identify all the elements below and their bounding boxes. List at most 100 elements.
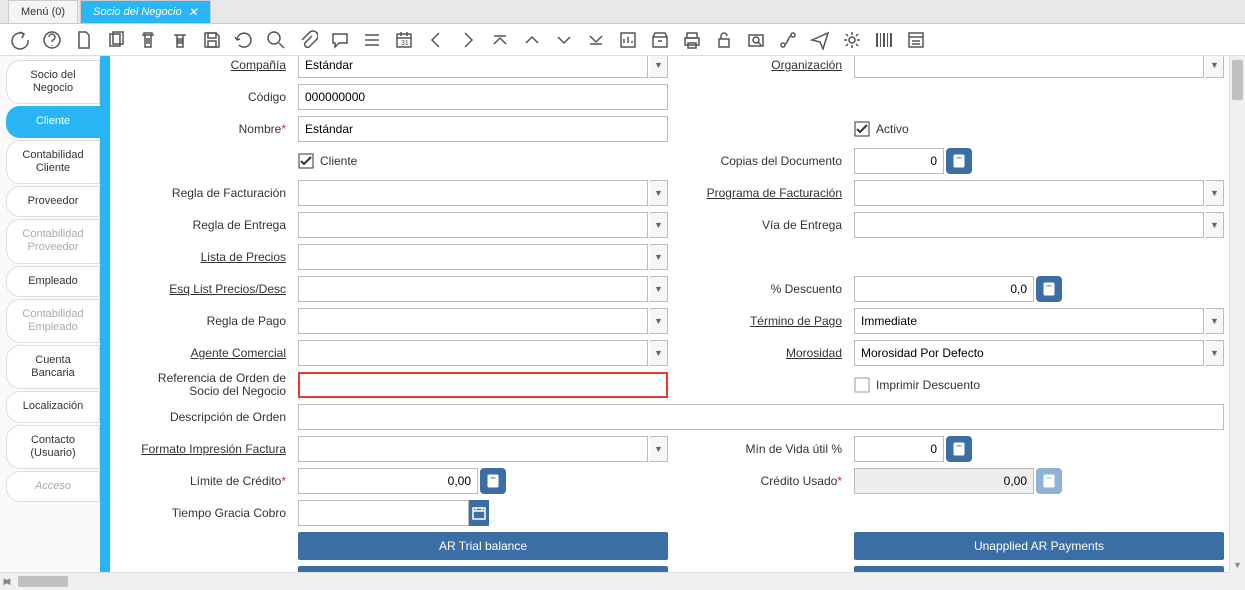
chevron-down-icon[interactable]: ▼ bbox=[650, 436, 668, 462]
sidebar-item-contacto[interactable]: Contacto (Usuario) bbox=[6, 425, 100, 469]
down-icon[interactable] bbox=[554, 30, 574, 50]
esq-precios-field[interactable] bbox=[298, 276, 648, 302]
svg-text:31: 31 bbox=[401, 40, 409, 47]
sidebar-item-localizacion[interactable]: Localización bbox=[6, 391, 100, 422]
chevron-down-icon[interactable]: ▼ bbox=[650, 244, 668, 270]
zoom-icon[interactable] bbox=[746, 30, 766, 50]
chevron-down-icon[interactable]: ▼ bbox=[650, 340, 668, 366]
termino-pago-field[interactable] bbox=[854, 308, 1204, 334]
label-termino-pago: Término de Pago bbox=[676, 314, 846, 328]
chevron-down-icon[interactable]: ▼ bbox=[1206, 212, 1224, 238]
lista-precios-field[interactable] bbox=[298, 244, 648, 270]
grid-icon[interactable] bbox=[362, 30, 382, 50]
imprimir-desc-checkbox[interactable]: Imprimir Descuento bbox=[854, 377, 1224, 393]
up-icon[interactable] bbox=[522, 30, 542, 50]
organizacion-field[interactable] bbox=[854, 56, 1204, 78]
sidebar-item-socio[interactable]: Socio del Negocio bbox=[6, 60, 100, 104]
search-icon[interactable] bbox=[266, 30, 286, 50]
chevron-down-icon[interactable]: ▼ bbox=[650, 212, 668, 238]
delete-all-icon[interactable] bbox=[170, 30, 190, 50]
barcode-icon[interactable] bbox=[874, 30, 894, 50]
sidebar-item-acceso[interactable]: Acceso bbox=[6, 471, 100, 502]
label-ref-orden: Referencia de Orden de Socio del Negocio bbox=[130, 372, 290, 398]
chevron-down-icon[interactable]: ▼ bbox=[1206, 180, 1224, 206]
calendar-icon[interactable] bbox=[469, 500, 489, 526]
form-icon[interactable] bbox=[906, 30, 926, 50]
copy-icon[interactable] bbox=[106, 30, 126, 50]
pct-descuento-field[interactable] bbox=[854, 276, 1034, 302]
calculator-icon[interactable] bbox=[1036, 276, 1062, 302]
report-icon[interactable] bbox=[618, 30, 638, 50]
codigo-field[interactable] bbox=[298, 84, 668, 110]
chevron-down-icon[interactable]: ▼ bbox=[1206, 56, 1224, 78]
chevron-down-icon[interactable]: ▼ bbox=[650, 308, 668, 334]
calculator-icon[interactable] bbox=[480, 468, 506, 494]
chevron-down-icon[interactable]: ▼ bbox=[650, 180, 668, 206]
regla-pago-field[interactable] bbox=[298, 308, 648, 334]
send-icon[interactable] bbox=[810, 30, 830, 50]
label-copias: Copias del Documento bbox=[676, 154, 846, 168]
chevron-down-icon[interactable]: ▼ bbox=[650, 276, 668, 302]
workflow-icon[interactable] bbox=[778, 30, 798, 50]
copias-field[interactable] bbox=[854, 148, 944, 174]
sidebar-item-contab-empleado[interactable]: Contabilidad Empleado bbox=[6, 299, 100, 343]
first-icon[interactable] bbox=[490, 30, 510, 50]
label-morosidad: Morosidad bbox=[676, 346, 846, 360]
scrollbar-vertical[interactable]: ▲ ▼ bbox=[1229, 56, 1245, 572]
save-icon[interactable] bbox=[202, 30, 222, 50]
sidebar-item-empleado[interactable]: Empleado bbox=[6, 266, 100, 297]
chevron-down-icon[interactable]: ▼ bbox=[650, 56, 668, 78]
sidebar-item-contab-proveedor[interactable]: Contabilidad Proveedor bbox=[6, 219, 100, 263]
desc-orden-field[interactable] bbox=[298, 404, 1224, 430]
scroll-right-icon[interactable]: ▶ bbox=[0, 573, 14, 590]
chat-icon[interactable] bbox=[330, 30, 350, 50]
formato-impr-field[interactable] bbox=[298, 436, 648, 462]
sidebar-item-proveedor[interactable]: Proveedor bbox=[6, 186, 100, 217]
close-icon[interactable]: ✕ bbox=[188, 5, 198, 19]
sidebar-item-contab-cliente[interactable]: Contabilidad Cliente bbox=[6, 140, 100, 184]
limite-credito-field[interactable] bbox=[298, 468, 478, 494]
activo-checkbox[interactable]: Activo bbox=[854, 121, 1224, 137]
refresh-icon[interactable] bbox=[234, 30, 254, 50]
agente-field[interactable] bbox=[298, 340, 648, 366]
nombre-field[interactable] bbox=[298, 116, 668, 142]
print-icon[interactable] bbox=[682, 30, 702, 50]
ref-orden-field[interactable] bbox=[298, 372, 668, 398]
chevron-down-icon[interactable]: ▼ bbox=[1206, 340, 1224, 366]
archive-icon[interactable] bbox=[650, 30, 670, 50]
tiempo-gracia-field[interactable] bbox=[298, 500, 469, 526]
sidebar-item-cuenta[interactable]: Cuenta Bancaria bbox=[6, 345, 100, 389]
tab-menu[interactable]: Menú (0) bbox=[8, 0, 78, 23]
new-icon[interactable] bbox=[74, 30, 94, 50]
via-entrega-field[interactable] bbox=[854, 212, 1204, 238]
prev-icon[interactable] bbox=[426, 30, 446, 50]
attach-icon[interactable] bbox=[298, 30, 318, 50]
scrollbar-horizontal[interactable]: ◀ ▶ bbox=[0, 572, 1229, 590]
unapplied-button[interactable]: Unapplied AR Payments bbox=[854, 532, 1224, 560]
sidebar-item-cliente[interactable]: Cliente bbox=[6, 106, 100, 137]
morosidad-field[interactable] bbox=[854, 340, 1204, 366]
delete-icon[interactable] bbox=[138, 30, 158, 50]
programa-fact-field[interactable] bbox=[854, 180, 1204, 206]
help-icon[interactable] bbox=[42, 30, 62, 50]
lock-icon[interactable] bbox=[714, 30, 734, 50]
calculator-icon[interactable] bbox=[946, 148, 972, 174]
tab-socio[interactable]: Socio del Negocio ✕ bbox=[80, 0, 211, 23]
regla-fact-field[interactable] bbox=[298, 180, 648, 206]
undo-icon[interactable] bbox=[10, 30, 30, 50]
regla-entrega-field[interactable] bbox=[298, 212, 648, 238]
chevron-down-icon[interactable]: ▼ bbox=[1206, 308, 1224, 334]
label-regla-entrega: Regla de Entrega bbox=[130, 218, 290, 232]
ar-trial-button[interactable]: AR Trial balance bbox=[298, 532, 668, 560]
scroll-thumb[interactable] bbox=[1232, 60, 1243, 100]
cliente-checkbox[interactable]: Cliente bbox=[298, 153, 668, 169]
gear-icon[interactable] bbox=[842, 30, 862, 50]
calculator-icon[interactable] bbox=[946, 436, 972, 462]
compania-field[interactable] bbox=[298, 56, 648, 78]
scroll-down-icon[interactable]: ▼ bbox=[1230, 558, 1245, 572]
min-vida-field[interactable] bbox=[854, 436, 944, 462]
last-icon[interactable] bbox=[586, 30, 606, 50]
next-icon[interactable] bbox=[458, 30, 478, 50]
scroll-thumb[interactable] bbox=[18, 576, 68, 587]
calendar-icon[interactable]: 31 bbox=[394, 30, 414, 50]
